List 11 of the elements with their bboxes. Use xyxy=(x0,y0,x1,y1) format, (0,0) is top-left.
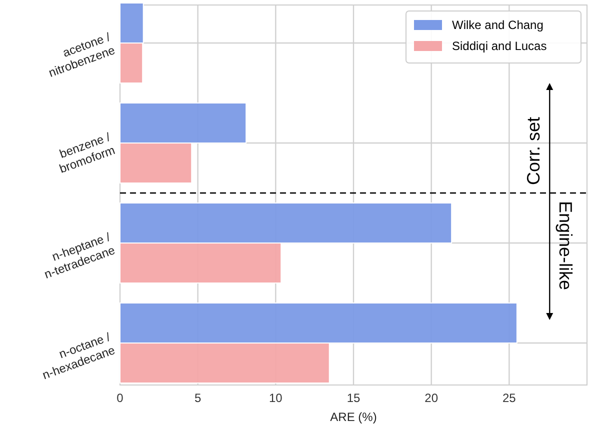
legend-label: Wilke and Chang xyxy=(452,18,544,32)
x-tick-label: 25 xyxy=(502,391,516,405)
x-tick-label: 5 xyxy=(194,391,202,405)
x-tick-label: 15 xyxy=(346,391,360,405)
x-tick-label: 10 xyxy=(268,391,283,405)
x-tick-label: 20 xyxy=(424,391,438,405)
annotation: Corr. set xyxy=(524,116,544,185)
annotation: Engine-like xyxy=(556,201,576,290)
x-axis-title: ARE (%) xyxy=(330,410,377,424)
legend-label: Siddiqi and Lucas xyxy=(452,39,547,53)
x-tick-label: 0 xyxy=(116,391,124,405)
